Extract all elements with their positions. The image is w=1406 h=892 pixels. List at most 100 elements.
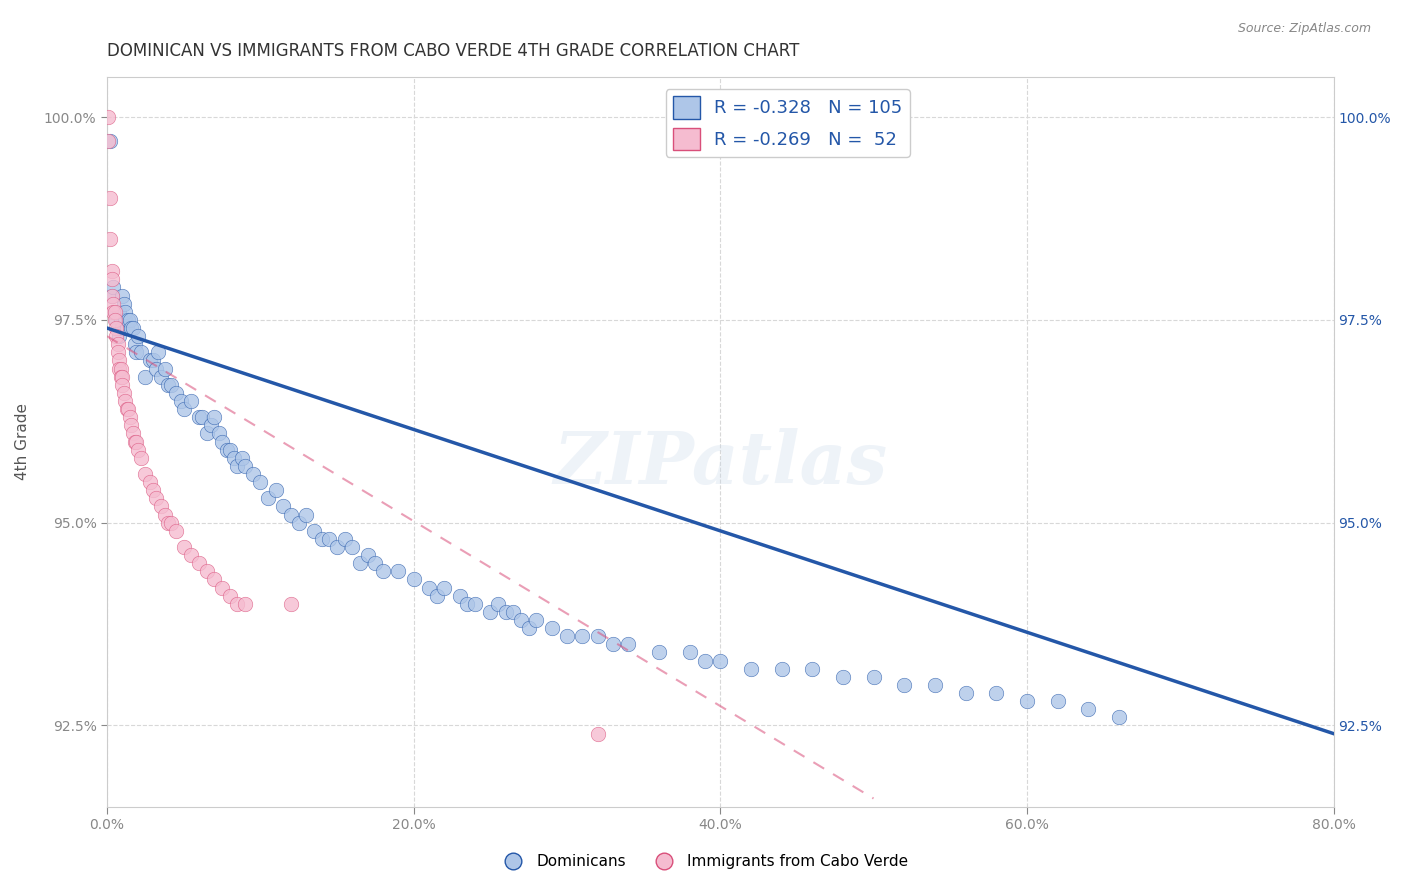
Point [402,573,425,587]
Point [271,500,294,514]
Point [122,426,145,441]
Point [709,654,731,668]
Point [111,288,134,302]
Point [326,540,349,554]
Point [97,135,120,149]
Point [287,516,309,530]
Point [125,345,148,359]
Point [456,597,478,611]
Point [105,329,128,343]
Point [110,361,132,376]
Point [211,581,233,595]
Point [134,369,156,384]
Point [893,678,915,692]
Point [117,313,139,327]
Point [517,621,540,635]
Legend: R = -0.328   N = 105, R = -0.269   N =  52: R = -0.328 N = 105, R = -0.269 N = 52 [665,89,910,157]
Text: Source: ZipAtlas.com: Source: ZipAtlas.com [1237,22,1371,36]
Point [195,426,218,441]
Point [555,629,578,643]
Point [118,410,141,425]
Point [101,296,124,310]
Point [114,305,136,319]
Point [1108,710,1130,724]
Point [648,645,671,659]
Point [117,402,139,417]
Point [110,313,132,327]
Point [226,458,249,473]
Point [371,565,394,579]
Point [187,556,209,570]
Point [127,442,149,457]
Point [98,135,121,149]
Point [311,532,333,546]
Point [249,475,271,490]
Point [693,654,716,668]
Point [302,524,325,538]
Legend: Dominicans, Immigrants from Cabo Verde: Dominicans, Immigrants from Cabo Verde [492,848,914,875]
Point [173,402,195,417]
Point [280,508,302,522]
Point [160,516,183,530]
Point [449,589,471,603]
Point [191,410,214,425]
Point [740,662,762,676]
Point [509,613,531,627]
Point [142,353,165,368]
Point [149,500,172,514]
Point [134,467,156,481]
Point [202,573,225,587]
Point [233,597,256,611]
Point [342,540,364,554]
Point [142,483,165,498]
Point [107,321,129,335]
Point [105,313,128,327]
Point [586,726,609,740]
Point [124,337,146,351]
Point [125,434,148,449]
Point [115,402,138,417]
Point [105,321,128,335]
Point [139,353,162,368]
Point [100,264,122,278]
Point [678,645,700,659]
Point [149,369,172,384]
Point [121,418,143,433]
Point [318,532,340,546]
Point [165,386,187,401]
Point [356,548,378,562]
Point [602,637,624,651]
Point [202,410,225,425]
Point [165,524,187,538]
Point [153,361,176,376]
Point [264,483,287,498]
Point [107,337,129,351]
Point [145,361,167,376]
Point [540,621,562,635]
Point [180,548,202,562]
Point [486,597,509,611]
Point [104,305,127,319]
Point [157,516,180,530]
Point [831,670,853,684]
Point [111,321,134,335]
Point [495,605,517,619]
Point [108,329,131,343]
Point [187,410,209,425]
Point [100,288,122,302]
Point [349,556,371,570]
Text: ZIPatlas: ZIPatlas [553,428,887,499]
Point [801,662,824,676]
Point [107,345,129,359]
Point [195,565,218,579]
Point [211,434,233,449]
Point [1046,694,1069,708]
Point [180,394,202,409]
Point [224,450,246,465]
Point [112,296,135,310]
Point [98,232,121,246]
Point [862,670,884,684]
Y-axis label: 4th Grade: 4th Grade [15,403,30,480]
Point [1077,702,1099,716]
Point [295,508,318,522]
